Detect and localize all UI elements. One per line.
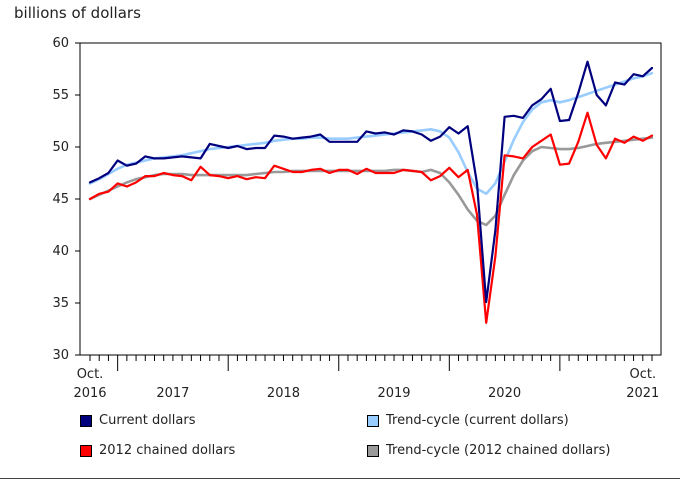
series-line-current-dollars: [88, 60, 654, 304]
x-tick-label-year: 2017: [156, 386, 189, 401]
chart-series: [88, 60, 654, 324]
y-axis-unit-label: billions of dollars: [14, 4, 141, 22]
series-line-trend-cycle-2012-chained-dollars: [88, 136, 654, 227]
x-tick-label-year: 2018: [267, 386, 300, 401]
y-tick-label: 40: [52, 244, 69, 259]
plot-frame: [79, 42, 662, 356]
y-tick-label: 60: [52, 36, 69, 51]
y-tick-label: 30: [52, 348, 69, 363]
x-tick-label-year: 2019: [377, 386, 410, 401]
y-tick-label: 55: [52, 88, 69, 103]
series-line-2012-chained-dollars: [88, 111, 654, 324]
x-tick-label-year: 2020: [488, 386, 521, 401]
y-tick-label: 50: [52, 140, 69, 155]
x-tick-label-year: 2016: [73, 386, 106, 401]
x-tick-label-month: Oct.: [77, 367, 104, 382]
series-line-trend-cycle-current-dollars: [88, 71, 654, 196]
x-tick-label-month: Oct.: [629, 367, 656, 382]
y-tick-label: 45: [52, 192, 69, 207]
chart-axes: 30 35 40 45 50 55 60 Oct. 2016 2017 2018 2019 2020 Oc…: [52, 36, 662, 401]
x-tick-label-year: 2021: [626, 386, 659, 401]
y-tick-label: 35: [52, 296, 69, 311]
